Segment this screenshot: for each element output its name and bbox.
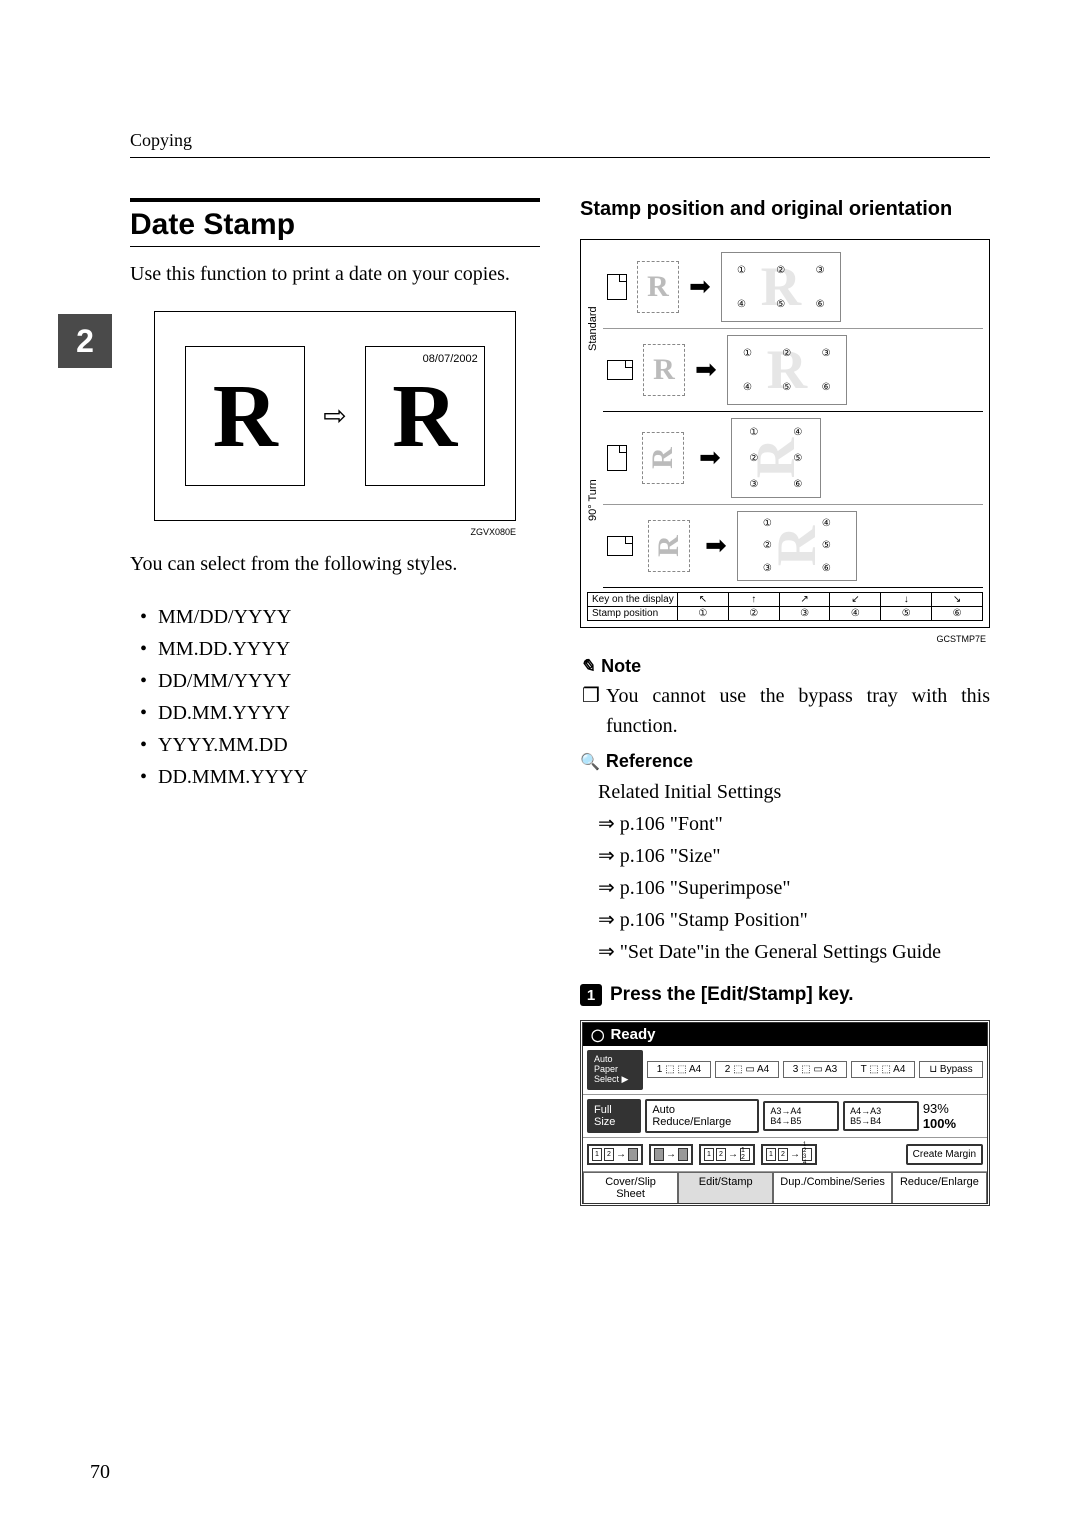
reference-link: p.106 "Stamp Position" <box>598 904 990 936</box>
ghost-r-rotated-icon: R <box>648 520 690 572</box>
reference-intro: Related Initial Settings <box>598 776 990 808</box>
step-1-heading: 1 Press the [Edit/Stamp] key. <box>580 984 990 1006</box>
style-item: MM.DD.YYYY <box>140 633 540 665</box>
reference-body: Related Initial Settings p.106 "Font" p.… <box>580 776 990 968</box>
tray-button[interactable]: 1 ⬚ ⬚ A4 <box>647 1061 711 1078</box>
styles-intro: You can select from the following styles… <box>130 549 540 579</box>
diagram-stamped: R <box>365 346 485 486</box>
step-1-text: Press the [Edit/Stamp] key. <box>610 984 854 1006</box>
tab-cover-slip[interactable]: Cover/Slip Sheet <box>583 1172 678 1203</box>
legend-cell: ↘ <box>932 593 983 607</box>
chapter-tab: 2 <box>58 314 112 368</box>
zoom-readout: 93% 100% <box>923 1101 983 1131</box>
position-grid: R ①④②⑤③⑥ <box>737 511 857 581</box>
arrow-icon: ⇨ <box>323 399 346 433</box>
panel-status: Ready <box>583 1023 987 1046</box>
legend-cell: ↓ <box>881 593 932 607</box>
style-item: DD/MM/YYYY <box>140 665 540 697</box>
doc-icon <box>607 274 627 300</box>
date-stamp-diagram: R ⇨ R <box>154 311 516 521</box>
auto-paper-select-button[interactable]: Auto Paper Select ▶ <box>587 1050 643 1090</box>
doc-icon <box>607 445 627 471</box>
tray-button[interactable]: T ⬚ ⬚ A4 <box>851 1061 915 1078</box>
tab-reduce-enlarge[interactable]: Reduce/Enlarge <box>892 1172 987 1203</box>
mode-button[interactable]: 12→1 23 4 <box>761 1144 817 1165</box>
legend-cell: ↖ <box>678 593 729 607</box>
legend-cell: ↙ <box>830 593 881 607</box>
position-grid: R ①②③④⑤⑥ <box>727 335 847 405</box>
reference-link: p.106 "Superimpose" <box>598 872 990 904</box>
ratio-button[interactable]: A3→A4 B4→B5 <box>763 1101 839 1131</box>
legend-cell: ⑥ <box>932 607 983 621</box>
doc-icon <box>607 536 633 556</box>
position-grid: R ①④②⑤③⑥ <box>731 418 821 498</box>
auto-reduce-enlarge-button[interactable]: Auto Reduce/Enlarge <box>645 1099 759 1133</box>
note-text: You cannot use the bypass tray with this… <box>580 681 990 741</box>
ghost-r-icon: R <box>643 344 685 396</box>
step-number-badge: 1 <box>580 984 602 1006</box>
arrow-icon: ➡ <box>705 531 727 561</box>
legend-cell: ② <box>728 607 779 621</box>
diagram-code: ZGVX080E <box>130 527 516 537</box>
reference-link: p.106 "Size" <box>598 840 990 872</box>
control-panel-screenshot: Ready Auto Paper Select ▶ 1 ⬚ ⬚ A4 2 ⬚ ▭… <box>580 1020 990 1206</box>
ghost-r-rotated-icon: R <box>642 432 684 484</box>
orientation-diagram: Standard R ➡ R ①②③④⑤⑥ R ➡ <box>580 239 990 628</box>
note-heading: Note <box>580 656 990 677</box>
bypass-button[interactable]: ⊔ Bypass <box>919 1061 983 1078</box>
grid-code: GCSTMP7E <box>580 634 986 644</box>
arrow-icon: ➡ <box>689 272 711 302</box>
legend-cell: ① <box>678 607 729 621</box>
right-column: Stamp position and original orientation … <box>580 198 990 1206</box>
tab-dup-combine[interactable]: Dup./Combine/Series <box>773 1172 892 1203</box>
legend-cell: ⑤ <box>881 607 932 621</box>
intro-text: Use this function to print a date on you… <box>130 259 540 289</box>
diagram-original: R <box>185 346 305 486</box>
orientation-label-turn: 90° Turn <box>587 412 603 588</box>
tray-button[interactable]: 3 ⬚ ▭ A3 <box>783 1061 847 1078</box>
header-section-label: Copying <box>130 130 192 151</box>
style-item: DD.MMM.YYYY <box>140 761 540 793</box>
reference-link: "Set Date"in the General Settings Guide <box>598 936 990 968</box>
mode-button[interactable]: 12→ <box>587 1144 643 1165</box>
style-item: DD.MM.YYYY <box>140 697 540 729</box>
sub-heading: Stamp position and original orientation <box>580 198 990 221</box>
tab-edit-stamp[interactable]: Edit/Stamp <box>678 1172 773 1203</box>
arrow-icon: ➡ <box>699 443 721 473</box>
orientation-label-standard: Standard <box>587 246 603 412</box>
tray-button[interactable]: 2 ⬚ ▭ A4 <box>715 1061 779 1078</box>
mode-button[interactable]: → <box>649 1144 693 1165</box>
full-size-button[interactable]: Full Size <box>587 1099 641 1133</box>
left-column: Date Stamp Use this function to print a … <box>130 198 540 1206</box>
position-grid: R ①②③④⑤⑥ <box>721 252 841 322</box>
legend-cell: ④ <box>830 607 881 621</box>
page-number: 70 <box>90 1461 110 1484</box>
arrow-icon: ➡ <box>695 355 717 385</box>
create-margin-button[interactable]: Create Margin <box>906 1144 983 1165</box>
style-item: YYYY.MM.DD <box>140 729 540 761</box>
reference-link: p.106 "Font" <box>598 808 990 840</box>
ratio-button[interactable]: A4→A3 B5→B4 <box>843 1101 919 1131</box>
reference-heading: Reference <box>580 751 990 772</box>
ghost-r-icon: R <box>637 261 679 313</box>
style-item: MM/DD/YYYY <box>140 601 540 633</box>
doc-icon <box>607 360 633 380</box>
styles-list: MM/DD/YYYY MM.DD.YYYY DD/MM/YYYY DD.MM.Y… <box>140 601 540 793</box>
legend-label: Key on the display <box>588 593 678 607</box>
legend-label: Stamp position <box>588 607 678 621</box>
legend-cell: ③ <box>779 607 830 621</box>
mode-button[interactable]: 12→1 2 <box>699 1144 755 1165</box>
section-title: Date Stamp <box>130 198 540 247</box>
